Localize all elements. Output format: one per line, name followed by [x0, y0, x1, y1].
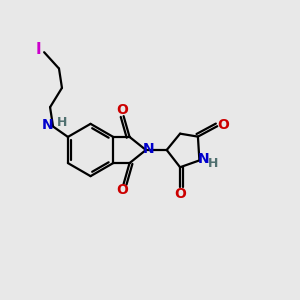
- Text: I: I: [36, 42, 42, 57]
- Text: O: O: [217, 118, 229, 132]
- Text: O: O: [174, 187, 186, 201]
- Text: O: O: [116, 183, 128, 197]
- Text: N: N: [143, 142, 155, 155]
- Text: H: H: [57, 116, 67, 129]
- Text: N: N: [198, 152, 210, 166]
- Text: N: N: [42, 118, 53, 132]
- Text: H: H: [208, 158, 218, 170]
- Text: O: O: [116, 103, 128, 117]
